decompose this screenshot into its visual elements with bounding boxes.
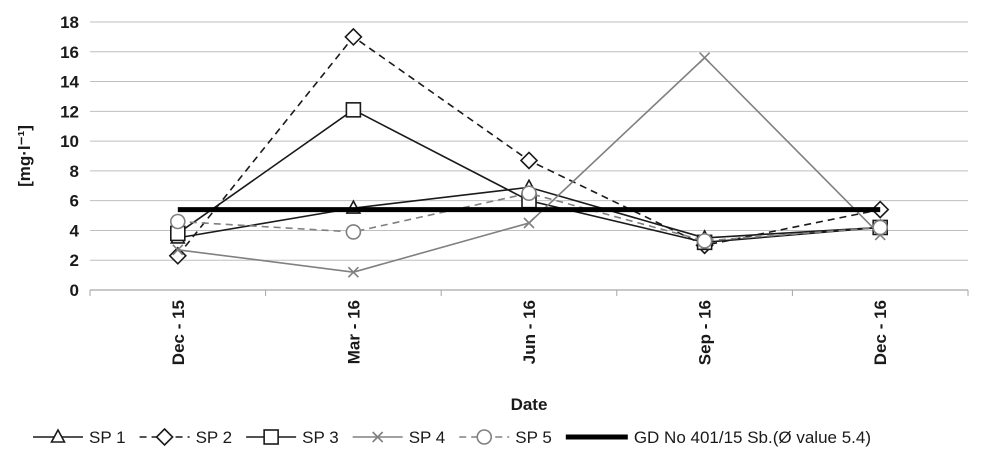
x-tick-label: Dec - 15 — [169, 300, 188, 365]
y-tick-label: 16 — [60, 43, 79, 62]
data-point-marker — [345, 102, 362, 118]
legend-label: GD No 401/15 Sb.(Ø value 5.4) — [634, 428, 871, 447]
data-point-marker — [50, 428, 66, 443]
y-tick-label: 4 — [70, 221, 80, 240]
data-point-marker — [872, 219, 889, 236]
x-axis-ticks: Dec - 15 Mar - 16 Jun - 16 Sep - 16 Dec - 16 — [89, 290, 969, 365]
y-tick-label: 14 — [60, 73, 79, 92]
x-tick-label: Mar - 16 — [344, 300, 363, 364]
data-point-marker — [696, 233, 713, 249]
legend: SP 1 SP 2 SP 3 SP 4 SP 5 GD No 401/15 Sb.(Ø v… — [33, 427, 871, 447]
y-tick-label: 12 — [60, 102, 79, 121]
data-point-marker — [263, 429, 279, 445]
data-point-marker — [347, 266, 359, 278]
legend-item-5: SP 5 — [459, 428, 552, 447]
legend-item-4: SP 4 — [352, 428, 446, 447]
y-tick-label: 8 — [70, 162, 79, 181]
data-point-marker — [476, 429, 493, 445]
data-point-marker — [168, 246, 187, 265]
y-axis-title: [mg·l⁻¹] — [15, 125, 34, 187]
y-tick-label: 2 — [70, 251, 79, 270]
data-point-marker — [372, 431, 384, 443]
legend-label: SP 2 — [196, 428, 233, 447]
data-point-marker — [521, 185, 537, 202]
legend-item-1: SP 1 — [33, 428, 126, 447]
data-point-marker — [519, 151, 539, 170]
series-2 — [168, 27, 890, 265]
grid-lines — [90, 21, 968, 261]
data-point-marker — [172, 244, 184, 256]
x-axis-title: Date — [511, 395, 548, 414]
data-point-marker — [344, 27, 363, 47]
y-tick-label: 0 — [70, 281, 79, 300]
data-point-marker — [699, 52, 711, 64]
data-point-marker — [170, 213, 186, 230]
data-point-marker — [155, 427, 174, 447]
legend-item-3: SP 3 — [246, 428, 339, 447]
legend-label: SP 3 — [302, 428, 339, 447]
x-tick-label: Jun - 16 — [520, 300, 539, 364]
legend-item-6: GD No 401/15 Sb.(Ø value 5.4) — [565, 428, 871, 447]
x-tick-label: Dec - 16 — [871, 300, 890, 365]
y-axis-ticks: 0 2 4 6 8 10 12 14 16 18 — [60, 13, 79, 300]
x-tick-label: Sep - 16 — [696, 300, 715, 365]
y-tick-label: 10 — [60, 132, 79, 151]
y-tick-label: 6 — [70, 192, 79, 211]
series-5 — [170, 185, 889, 249]
data-point-marker — [345, 224, 362, 240]
legend-label: SP 1 — [89, 428, 126, 447]
legend-label: SP 5 — [515, 428, 552, 447]
legend-item-2: SP 2 — [139, 427, 233, 447]
data-point-marker — [523, 217, 535, 229]
y-tick-label: 18 — [60, 13, 79, 32]
series-layer — [168, 27, 890, 278]
legend-label: SP 4 — [409, 428, 446, 447]
